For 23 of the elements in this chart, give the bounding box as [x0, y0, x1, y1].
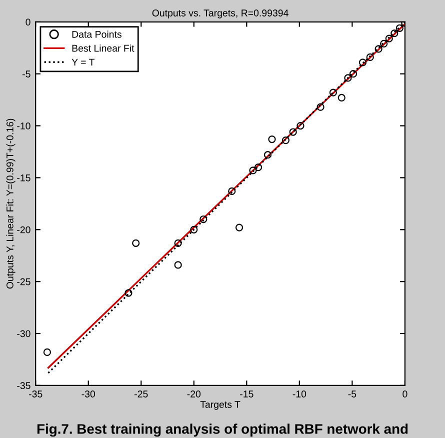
y-tick-label: -25 — [17, 278, 30, 286]
chart-title: Outputs vs. Targets, R=0.99394 — [152, 10, 288, 18]
y-tick-label: 0 — [26, 18, 30, 26]
x-tick-label: 0 — [402, 390, 408, 398]
legend-label: Data Points — [72, 30, 122, 38]
y-tick-label: -5 — [22, 70, 30, 78]
x-tick-label: -25 — [134, 390, 148, 398]
x-tick-label: -5 — [348, 390, 356, 398]
x-tick-label: -20 — [187, 390, 201, 398]
x-tick-label: -10 — [292, 390, 306, 398]
x-axis-title: Targets T — [200, 401, 240, 410]
legend-label: Best Linear Fit — [72, 44, 134, 52]
y-tick-label: -20 — [17, 226, 30, 234]
caption: Fig.7. Best training analysis of optimal RBF network and — [37, 424, 408, 437]
x-tick-label: -15 — [240, 390, 254, 398]
y-axis-title: Outputs Y, Linear Fit: Y=(0.99)T+(-0.16) — [6, 118, 16, 289]
y-tick-label: -15 — [17, 174, 30, 182]
legend-label: Y = T — [72, 58, 95, 66]
x-tick-label: -30 — [82, 390, 96, 398]
y-tick-label: -35 — [17, 382, 30, 390]
y-tick-label: -30 — [17, 330, 30, 338]
y-tick-label: -10 — [17, 122, 30, 130]
x-tick-label: -35 — [29, 390, 42, 398]
